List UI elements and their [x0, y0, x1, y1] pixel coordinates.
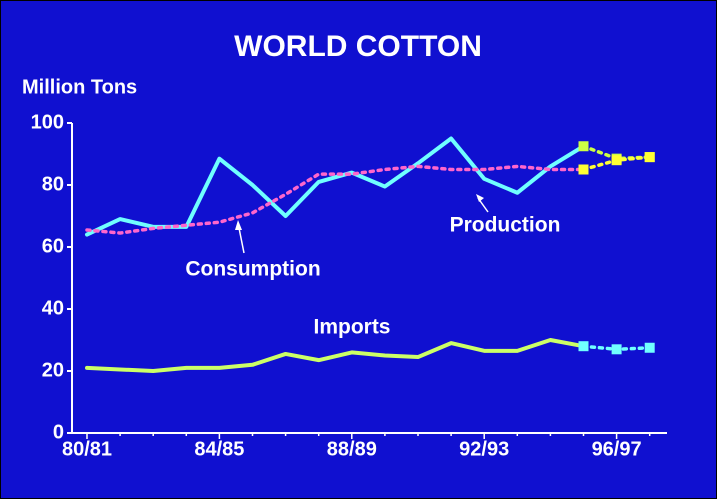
- marker: [578, 164, 589, 175]
- y-axis-label: Million Tons: [22, 76, 137, 98]
- series-line: [85, 338, 586, 373]
- chart-title: WORLD COTTON: [234, 30, 482, 63]
- x-tick-label: 84/85: [194, 438, 244, 460]
- y-tick-label: 80: [42, 173, 64, 195]
- series-line: [85, 164, 586, 235]
- x-tick-label: 96/97: [592, 438, 642, 460]
- marker: [611, 344, 622, 355]
- arrowhead: [476, 194, 484, 202]
- x-tick-label: 92/93: [459, 438, 509, 460]
- marker: [611, 155, 622, 166]
- y-tick-label: 0: [53, 421, 64, 443]
- y-tick-label: 40: [42, 297, 64, 319]
- y-tick-label: 20: [42, 359, 64, 381]
- series-annotation: Production: [450, 214, 561, 237]
- arrowhead: [235, 220, 242, 230]
- marker: [644, 342, 655, 353]
- x-tick-label: 88/89: [327, 438, 377, 460]
- marker: [578, 141, 589, 152]
- y-tick-label: 60: [42, 235, 64, 257]
- arrow: [238, 227, 245, 254]
- x-tick-label: 80/81: [62, 438, 112, 460]
- marker: [578, 341, 589, 352]
- series-annotation: Imports: [313, 316, 390, 339]
- marker: [644, 152, 655, 163]
- series-annotation: Consumption: [185, 258, 320, 281]
- y-tick-label: 100: [31, 111, 64, 133]
